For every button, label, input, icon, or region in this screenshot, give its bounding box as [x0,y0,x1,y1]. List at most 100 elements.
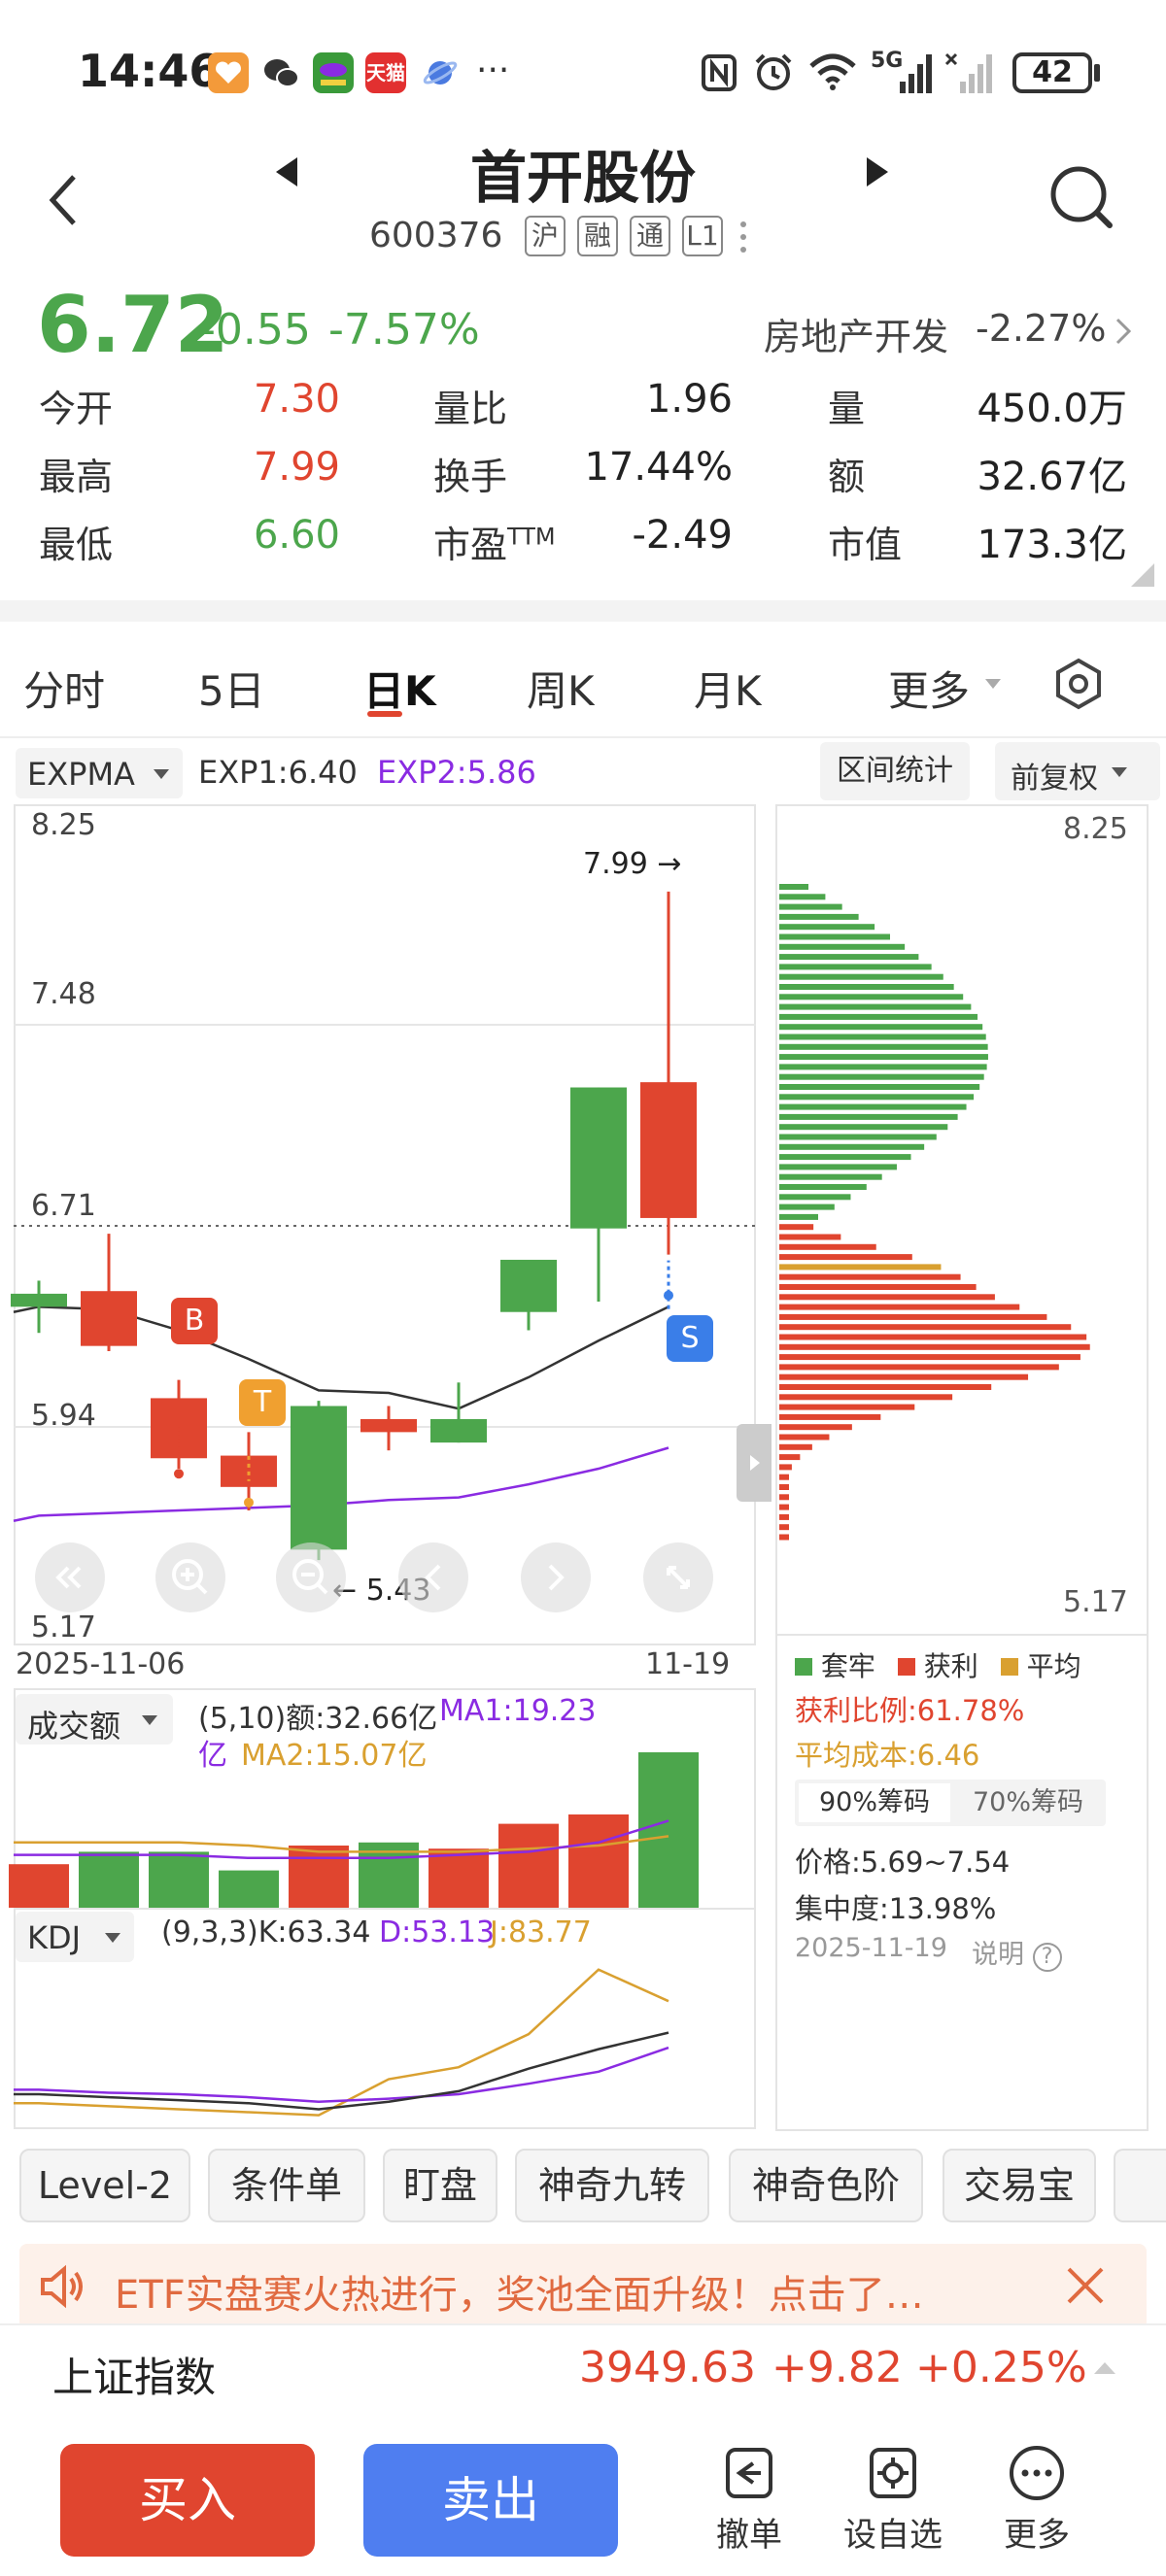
chip-tab-90[interactable]: 90%筹码 [799,1783,950,1822]
chip-bar-62 [779,1504,789,1510]
legend-profit: 获利 [923,1650,978,1682]
exp2-label: EXP2:5.86 [377,754,536,791]
fullscreen-button[interactable] [643,1542,713,1612]
caret-down-icon [983,676,1003,695]
expma-selector-label: EXPMA [27,756,135,793]
expand-corner-icon[interactable] [1131,563,1154,591]
func-watch[interactable]: 盯盘 [383,2149,497,2222]
legend-avg-swatch [1000,1658,1018,1676]
status-bar: 14:46 天猫 ··· 5G 42 [0,0,1166,146]
index-change: +9.82 [772,2343,903,2392]
scroll-right-button[interactable] [521,1542,591,1612]
legend-avg: 平均 [1026,1650,1081,1682]
tab-intraday[interactable]: 分时 [23,667,106,715]
zoom-in-button[interactable] [155,1542,225,1612]
func-magic-color[interactable]: 神奇色阶 [729,2149,923,2222]
func-trade-treasure[interactable]: 交易宝 [943,2149,1096,2222]
y-tick-4: 5.17 [31,1610,96,1644]
settings-hex-icon[interactable] [1051,657,1106,715]
volume-bar-4 [289,1846,349,1908]
chip-tab-70[interactable]: 70%筹码 [972,1787,1083,1817]
kdj-j-line [14,1968,669,2117]
kline-chart[interactable] [0,804,768,1659]
adjust-selector-label: 前复权 [1011,762,1098,796]
expma-selector[interactable]: EXPMA [16,748,183,798]
chip-note-link[interactable]: 说明 ? [972,1933,1062,1972]
adjust-selector[interactable]: 前复权 [995,742,1160,800]
chip-bar-5 [779,933,890,940]
volume-bar-3 [219,1870,279,1908]
legend-trapped: 套牢 [820,1650,875,1682]
chip-bar-34 [779,1224,814,1231]
func-level2[interactable]: Level-2 [19,2149,190,2222]
kdj-selector[interactable]: KDJ [16,1912,134,1962]
wifi-icon [808,52,857,95]
sector-name[interactable]: 房地产开发 [764,316,949,358]
kdj-k: (9,3,3)K:63.34 [161,1915,371,1949]
kdj-chart[interactable] [0,1943,768,2131]
next-stock-button[interactable] [863,155,892,192]
chip-bar-30 [779,1184,867,1190]
promo-text[interactable]: ETF实盘赛火热进行，奖池全面升级！点击了… [115,2273,924,2318]
index-name[interactable]: 上证指数 [52,2354,217,2401]
signal-dot-2 [664,1290,673,1301]
more-button[interactable]: 更多 [995,2444,1079,2556]
quote-value-mktcap: 173.3亿 [977,523,1127,567]
chip-bar-18 [779,1064,987,1070]
caret-up-icon[interactable] [1092,2360,1117,2380]
tab-5day[interactable]: 5日 [198,667,265,715]
candle-body-8 [570,1087,627,1229]
candle-body-7 [500,1259,557,1312]
kdj-divider [14,1908,756,1910]
cancel-order-button[interactable]: 撤单 [709,2444,789,2556]
signal-buy-badge[interactable]: B [171,1298,218,1344]
news-app-icon [313,52,354,93]
price-change-pct: -7.57% [328,305,480,355]
chevron-right-icon[interactable] [1114,317,1133,350]
chip-bar-60 [779,1484,789,1490]
tab-weekly-k[interactable]: 周K [527,667,595,715]
price-change: -0.55 [200,305,311,355]
signal-sell-badge[interactable]: S [667,1315,713,1362]
signal-t-badge[interactable]: T [239,1379,286,1426]
rewind-button[interactable] [35,1542,105,1612]
add-watchlist-button[interactable]: 设自选 [840,2444,946,2556]
func-more-partial[interactable] [1114,2149,1166,2222]
heart-app-icon [208,52,249,93]
tab-daily-k[interactable]: 日K [363,667,436,715]
chip-distribution[interactable] [775,855,1149,1554]
panel-toggle-handle[interactable] [737,1424,772,1502]
func-condition-order[interactable]: 条件单 [208,2149,365,2222]
chip-price-range: 价格:5.69~7.54 [795,1846,1011,1879]
add-watchlist-label: 设自选 [843,2516,943,2555]
volume-selector[interactable]: 成交额 [16,1694,173,1745]
buy-button[interactable]: 买入 [60,2444,315,2557]
x-start-date: 2025-11-06 [16,1647,186,1681]
func-magic-nine[interactable]: 神奇九转 [515,2149,709,2222]
quote-label-turnover: 换手 [433,456,508,498]
sector-change[interactable]: -2.27% [976,307,1107,350]
search-icon[interactable] [1047,163,1115,235]
promo-banner[interactable] [19,2244,1147,2329]
volume-chart[interactable] [0,1729,768,1914]
y-tick-1: 7.48 [31,977,96,1011]
legend-profit-swatch [897,1658,915,1676]
sell-button[interactable]: 卖出 [363,2444,618,2557]
more-dots-icon[interactable] [738,220,748,258]
quote-label-low: 最低 [39,524,114,566]
back-button[interactable] [45,171,84,233]
range-stats-button[interactable]: 区间统计 [820,742,970,800]
tab-more[interactable]: 更多 [888,667,971,715]
chip-bar-56 [779,1443,812,1450]
prev-stock-button[interactable] [272,155,301,192]
close-icon[interactable] [1063,2263,1108,2312]
scroll-left-button[interactable] [398,1542,468,1612]
chip-bar-35 [779,1234,841,1240]
high-marker-label: 7.99 → [583,847,682,881]
chip-bar-45 [779,1334,1087,1340]
tag-sh: 沪 [525,216,566,256]
chip-bar-16 [779,1043,988,1050]
zoom-out-button[interactable] [276,1542,346,1612]
chip-bar-43 [779,1313,1047,1320]
tab-monthly-k[interactable]: 月K [694,667,762,715]
